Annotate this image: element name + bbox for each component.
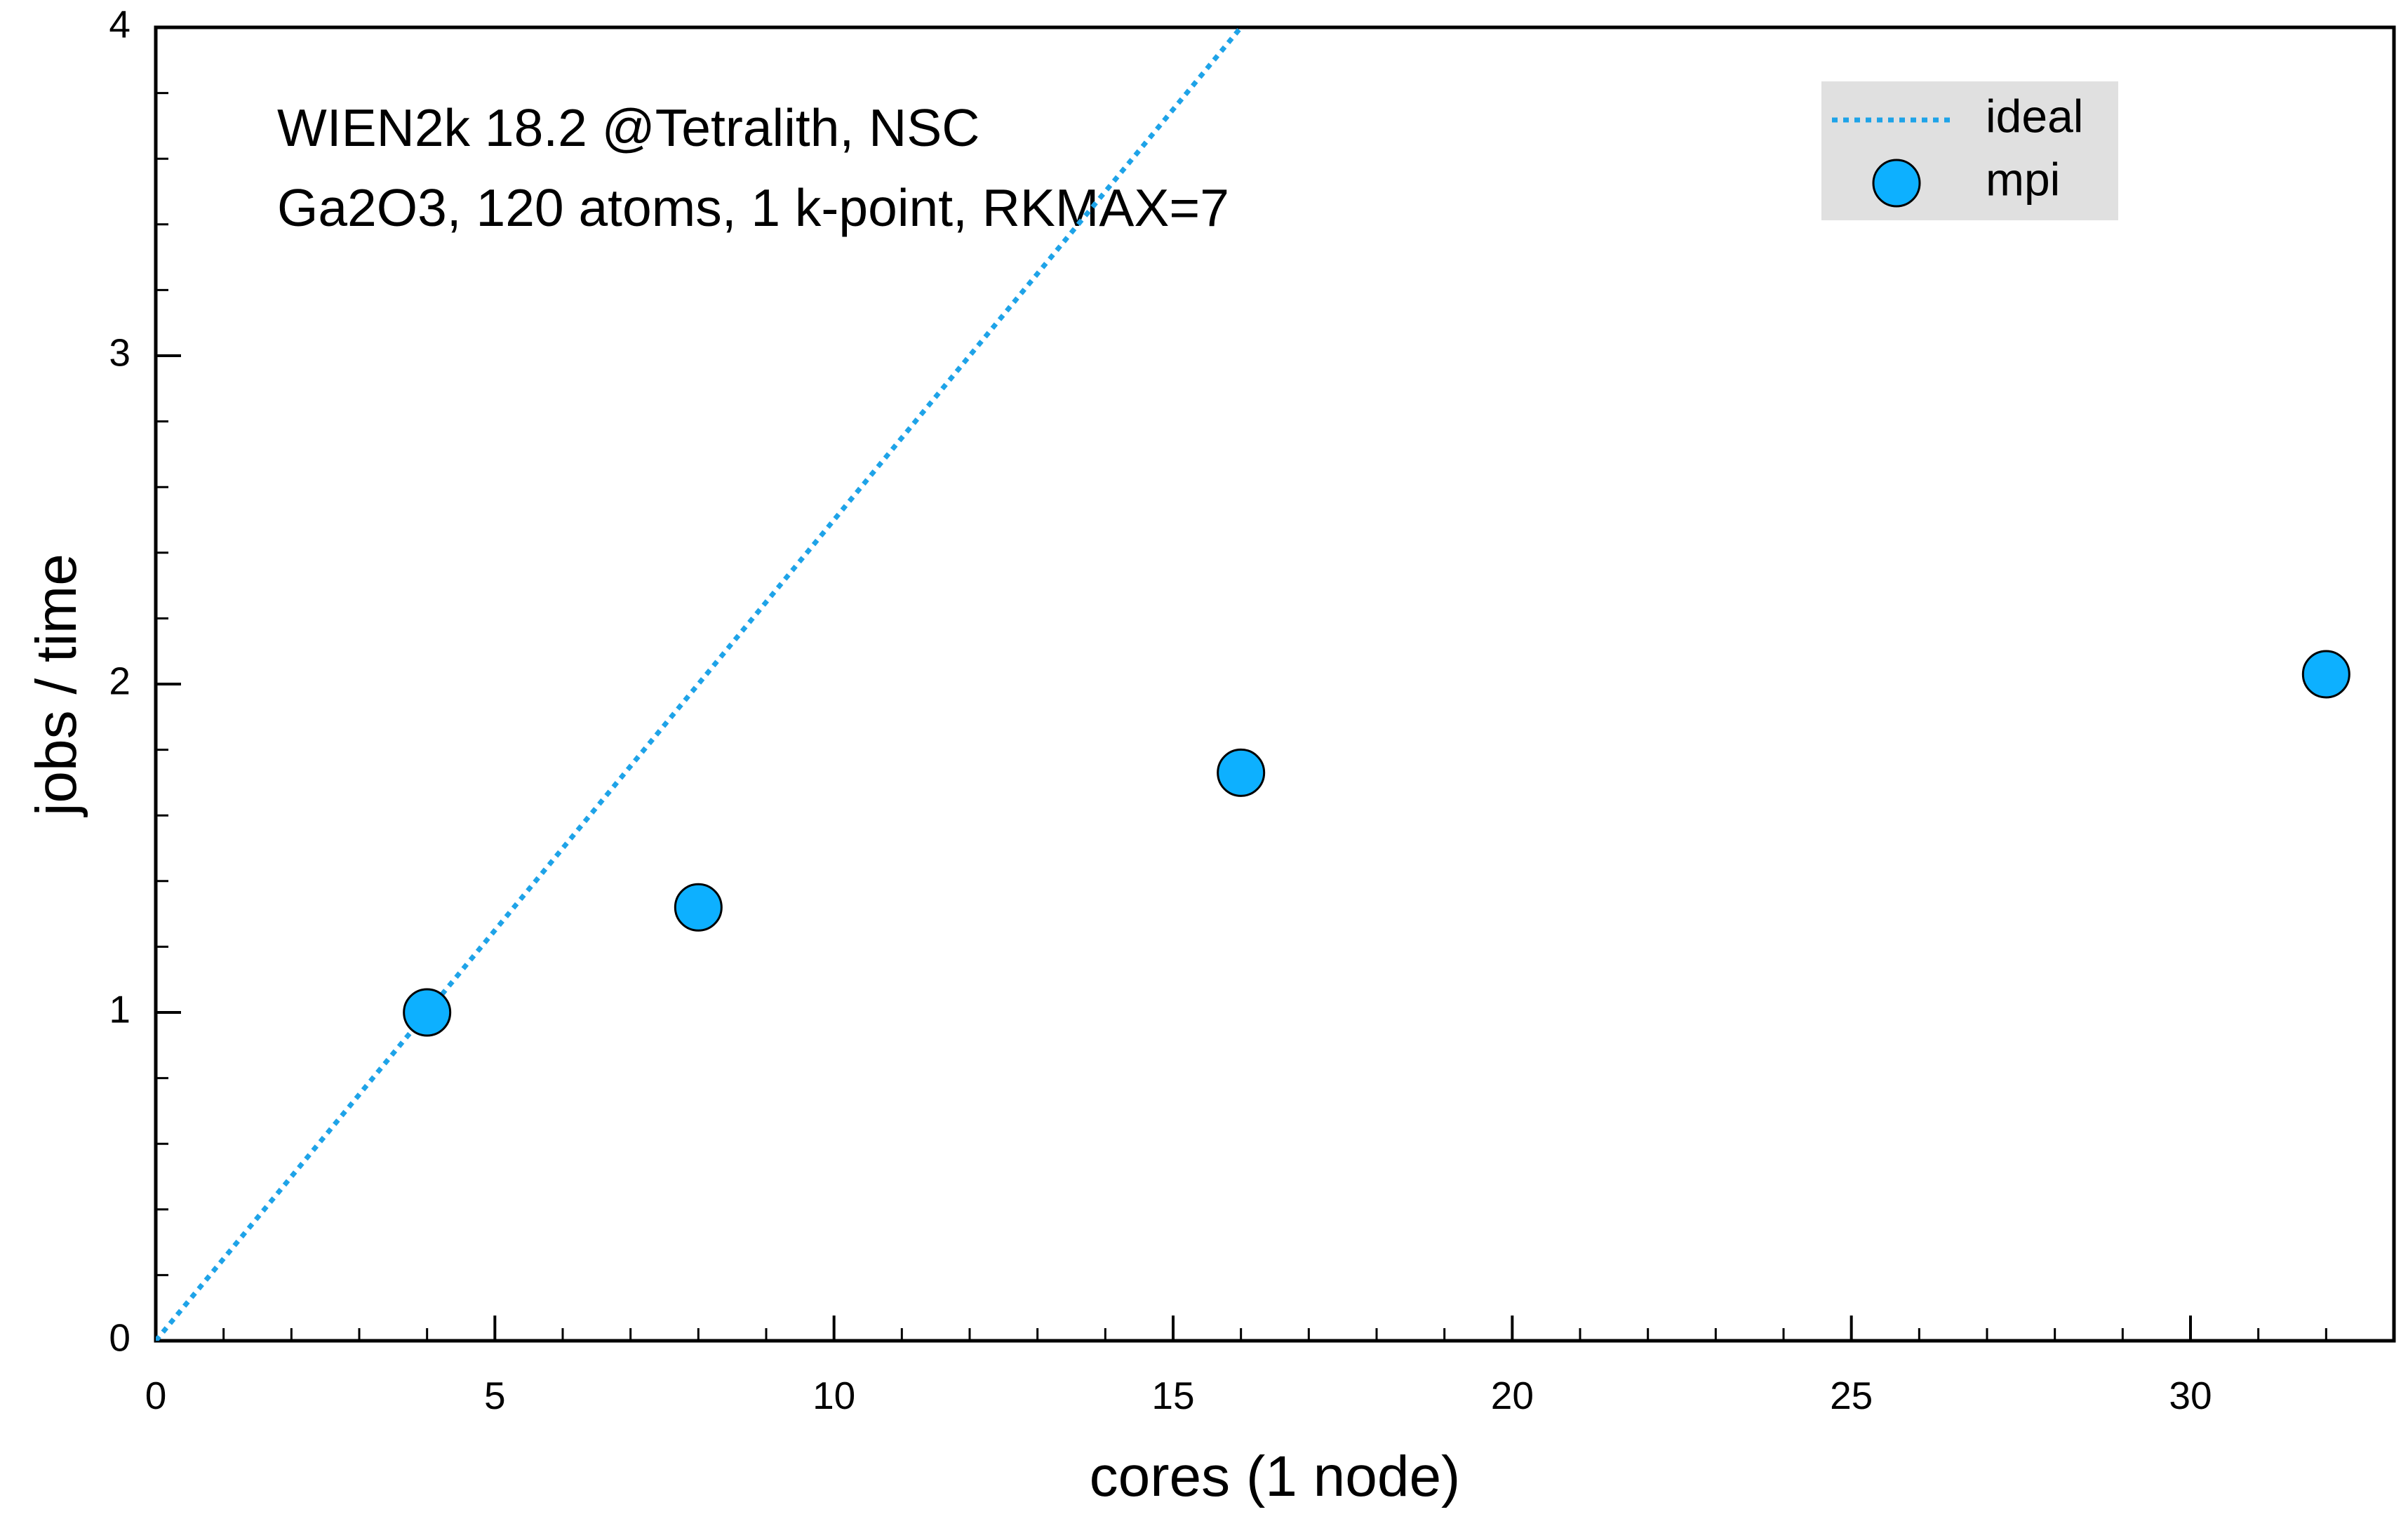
- y-tick-label: 1: [109, 988, 131, 1031]
- y-axis-title: jobs / time: [25, 554, 88, 817]
- x-axis-title: cores (1 node): [1090, 1445, 1461, 1508]
- x-tick-label: 10: [812, 1374, 855, 1417]
- y-tick-label: 4: [109, 3, 131, 46]
- y-tick-label: 0: [109, 1316, 131, 1360]
- x-tick-label: 15: [1151, 1374, 1194, 1417]
- ideal-line: [156, 27, 1243, 1341]
- x-tick-label: 25: [1830, 1374, 1873, 1417]
- marker: [1217, 748, 1266, 797]
- marker: [2301, 650, 2350, 699]
- marker: [674, 883, 723, 932]
- annotation: Ga2O3, 120 atoms, 1 k-point, RKMAX=7: [277, 178, 1229, 237]
- legend-box: [1821, 81, 2118, 220]
- annotation: WIEN2k 18.2 @Tetralith, NSC: [277, 98, 979, 157]
- legend-label: mpi: [1986, 153, 2060, 205]
- y-tick-label: 3: [109, 331, 131, 375]
- x-tick-label: 30: [2169, 1374, 2212, 1417]
- plot-area: [156, 27, 2350, 1341]
- legend-label: ideal: [1986, 90, 2083, 142]
- x-tick-label: 0: [145, 1374, 167, 1417]
- x-tick-label: 5: [484, 1374, 506, 1417]
- y-tick-label: 2: [109, 660, 131, 703]
- marker: [403, 988, 452, 1037]
- legend-swatch: [1872, 159, 1921, 208]
- x-tick-label: 20: [1491, 1374, 1534, 1417]
